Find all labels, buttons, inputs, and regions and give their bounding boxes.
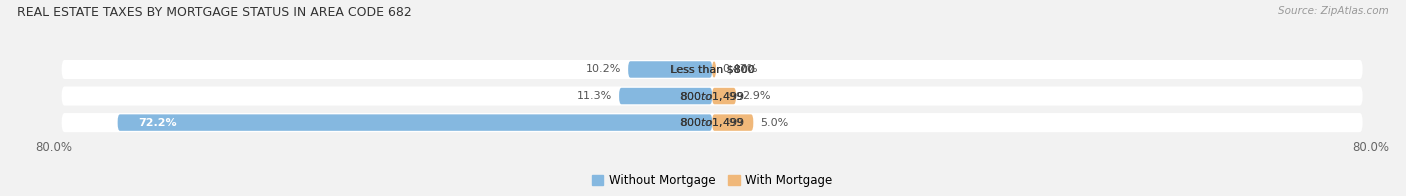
FancyBboxPatch shape: [118, 114, 713, 131]
FancyBboxPatch shape: [713, 114, 754, 131]
FancyBboxPatch shape: [713, 88, 735, 104]
Text: 72.2%: 72.2%: [138, 118, 177, 128]
Text: $800 to $1,499: $800 to $1,499: [679, 116, 745, 129]
Text: 11.3%: 11.3%: [578, 91, 613, 101]
Text: $800 to $1,499: $800 to $1,499: [679, 90, 745, 103]
Text: 2.9%: 2.9%: [742, 91, 770, 101]
FancyBboxPatch shape: [62, 86, 1362, 106]
FancyBboxPatch shape: [62, 60, 1362, 79]
Text: 0.47%: 0.47%: [723, 64, 758, 74]
Text: 5.0%: 5.0%: [759, 118, 789, 128]
Text: $800 to $1,499: $800 to $1,499: [681, 90, 744, 103]
FancyBboxPatch shape: [619, 88, 713, 104]
Text: Less than $800: Less than $800: [671, 64, 754, 74]
FancyBboxPatch shape: [628, 61, 713, 78]
Text: Less than $800: Less than $800: [669, 64, 755, 74]
Text: $800 to $1,499: $800 to $1,499: [681, 116, 744, 129]
Text: Source: ZipAtlas.com: Source: ZipAtlas.com: [1278, 6, 1389, 16]
Legend: Without Mortgage, With Mortgage: Without Mortgage, With Mortgage: [592, 174, 832, 187]
Text: 10.2%: 10.2%: [586, 64, 621, 74]
Text: REAL ESTATE TAXES BY MORTGAGE STATUS IN AREA CODE 682: REAL ESTATE TAXES BY MORTGAGE STATUS IN …: [17, 6, 412, 19]
FancyBboxPatch shape: [62, 113, 1362, 132]
FancyBboxPatch shape: [713, 61, 716, 78]
